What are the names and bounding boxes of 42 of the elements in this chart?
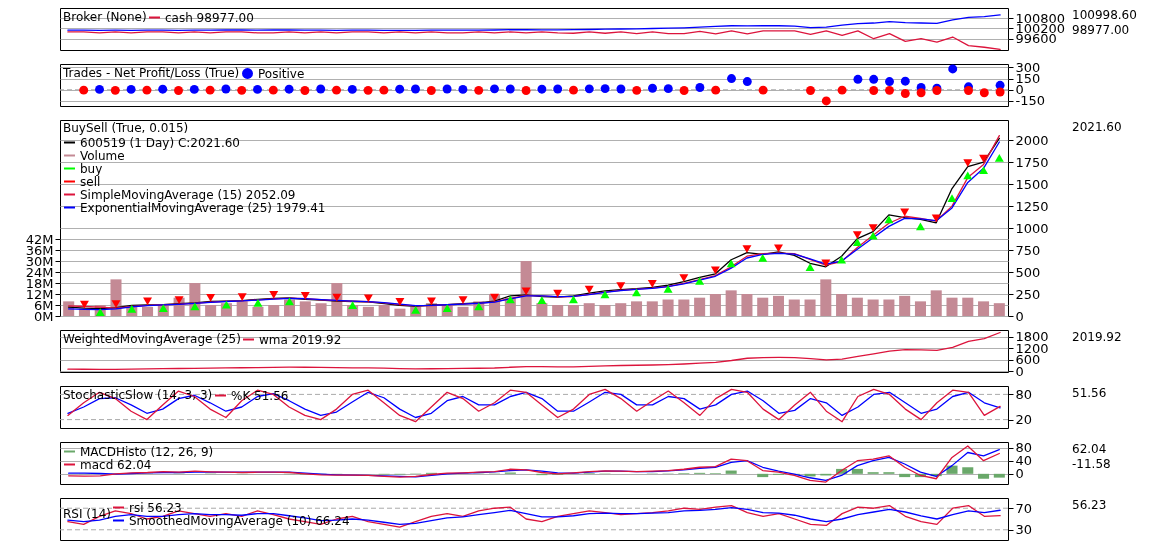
y-tick-label: 20 bbox=[1015, 412, 1033, 428]
legend-title: WeightedMovingAverage (25) bbox=[63, 332, 241, 346]
legend-label: rsi 56.23 bbox=[129, 500, 182, 515]
y-tick-label: 80 bbox=[1015, 440, 1033, 456]
text: 56.23 bbox=[1072, 498, 1107, 512]
y-tick-label: 1000 bbox=[1015, 220, 1049, 236]
y-tick-label: 750 bbox=[1015, 242, 1041, 258]
legend-title: BuySell (True, 0.015) bbox=[63, 121, 189, 135]
legend-label: buy bbox=[80, 161, 103, 176]
text: -11.58 bbox=[1072, 457, 1111, 471]
text: 2019.92 bbox=[1072, 330, 1122, 344]
y-tick-label: 250 bbox=[1015, 286, 1041, 302]
y-tick-label: 1750 bbox=[1015, 154, 1049, 170]
y-tick-label: 0 bbox=[1015, 466, 1024, 482]
legend-label: SimpleMovingAverage (15) 2052.09 bbox=[80, 187, 296, 202]
legend-label: wma 2019.92 bbox=[259, 332, 342, 347]
text: 51.56 bbox=[1072, 386, 1107, 400]
y-tick-label: 1250 bbox=[1015, 198, 1049, 214]
legend-label: MACDHisto (12, 26, 9) bbox=[80, 444, 214, 459]
legend-label: macd 62.04 bbox=[80, 457, 152, 472]
legend-label: ExponentialMovingAverage (25) 1979.41 bbox=[80, 200, 326, 215]
text: 100998.60 bbox=[1072, 8, 1137, 22]
text: 62.04 bbox=[1072, 442, 1107, 456]
legend-title: Trades - Net Profit/Loss (True) bbox=[62, 66, 240, 80]
y-tick-label: -150 bbox=[1015, 93, 1046, 109]
y-tick-label: 30 bbox=[1015, 522, 1033, 538]
text: 98977.00 bbox=[1072, 23, 1130, 37]
y-tick-label: 70 bbox=[1015, 500, 1033, 516]
y-tick-label: 40 bbox=[1015, 453, 1033, 469]
legend-label: Volume bbox=[80, 148, 125, 163]
legend-label: cash 98977.00 bbox=[165, 10, 254, 25]
legend-label: 600519 (1 Day) C:2021.60 bbox=[80, 135, 240, 150]
y-tick-label: 300 bbox=[1015, 59, 1041, 75]
legend-title: Broker (None) bbox=[63, 10, 147, 24]
text: 2021.60 bbox=[1072, 120, 1122, 134]
legend-label: sell bbox=[80, 174, 101, 189]
legend-label: Positive bbox=[258, 66, 305, 81]
y-tick-label: 0 bbox=[1015, 308, 1024, 324]
y-tick-label: 500 bbox=[1015, 264, 1041, 280]
y-tick-label: 80 bbox=[1015, 386, 1033, 402]
y-tick-label: 2000 bbox=[1015, 132, 1049, 148]
y-tick-label: 1500 bbox=[1015, 176, 1049, 192]
